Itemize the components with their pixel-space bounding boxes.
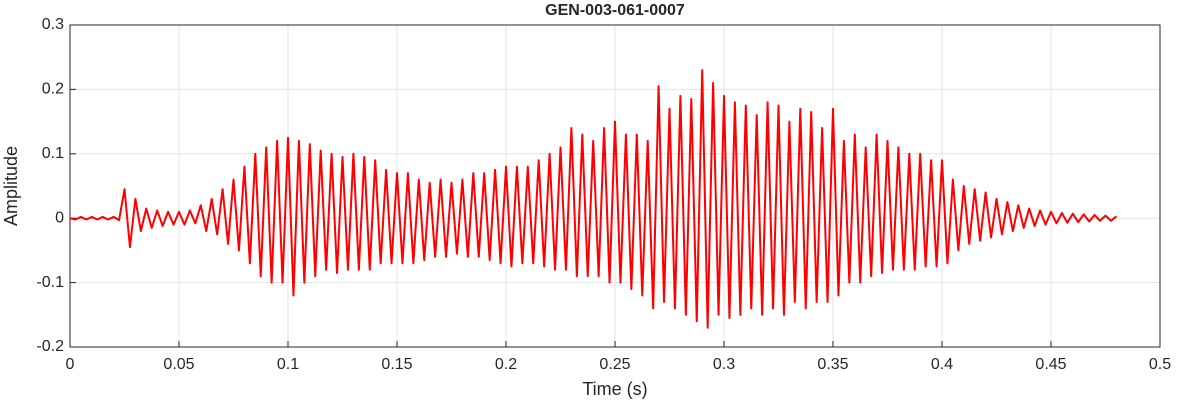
x-tick-label: 0.05	[163, 356, 194, 373]
x-tick-label: 0.2	[495, 356, 517, 373]
x-tick-label: 0.35	[817, 356, 848, 373]
waveform-line	[69, 69, 1118, 329]
x-tick-label: 0.15	[381, 356, 412, 373]
x-tick-label: 0.3	[713, 356, 735, 373]
y-tick-label: 0.1	[42, 145, 64, 162]
y-axis-label: Amplitude	[1, 146, 21, 226]
y-tick-label: 0	[55, 209, 64, 226]
x-tick-label: 0.5	[1149, 356, 1171, 373]
x-tick-label: 0.45	[1035, 356, 1066, 373]
plot-frame	[69, 24, 1161, 348]
x-axis-label: Time (s)	[582, 379, 647, 399]
chart-title: GEN-003-061-0007	[545, 2, 685, 19]
x-tick-label: 0.25	[599, 356, 630, 373]
y-tick-label: 0.2	[42, 81, 64, 98]
y-tick-label: -0.2	[36, 338, 64, 355]
x-tick-label: 0.4	[931, 356, 953, 373]
x-tick-label: 0.1	[277, 356, 299, 373]
y-tick-label: 0.3	[42, 16, 64, 33]
x-tick-label: 0	[66, 356, 75, 373]
y-tick-label: -0.1	[36, 274, 64, 291]
